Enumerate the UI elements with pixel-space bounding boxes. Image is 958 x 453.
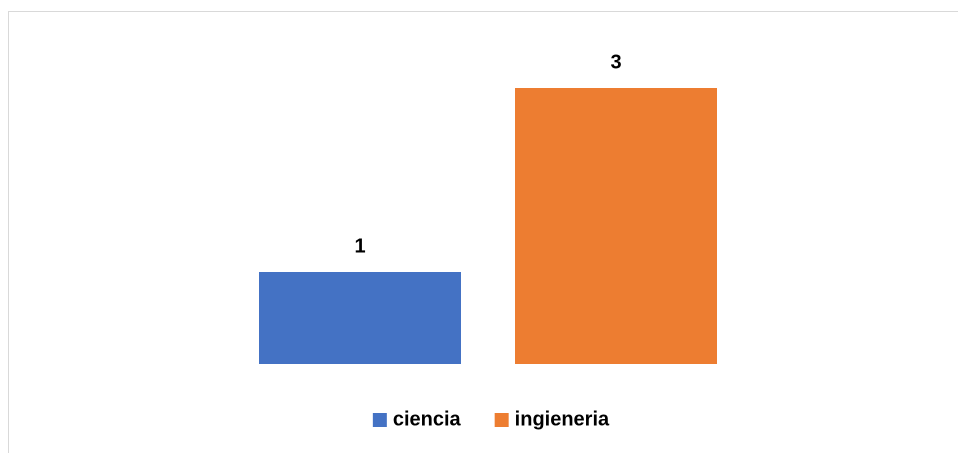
legend-label: ciencia: [393, 408, 462, 430]
data-label: 1: [354, 235, 365, 257]
chart-border: [8, 11, 958, 453]
legend-swatch: [494, 413, 509, 427]
bar: [259, 272, 461, 364]
legend-label: ingieneria: [515, 408, 610, 430]
bar: [515, 88, 717, 364]
legend-swatch: [372, 413, 387, 427]
data-label: 3: [610, 51, 621, 73]
